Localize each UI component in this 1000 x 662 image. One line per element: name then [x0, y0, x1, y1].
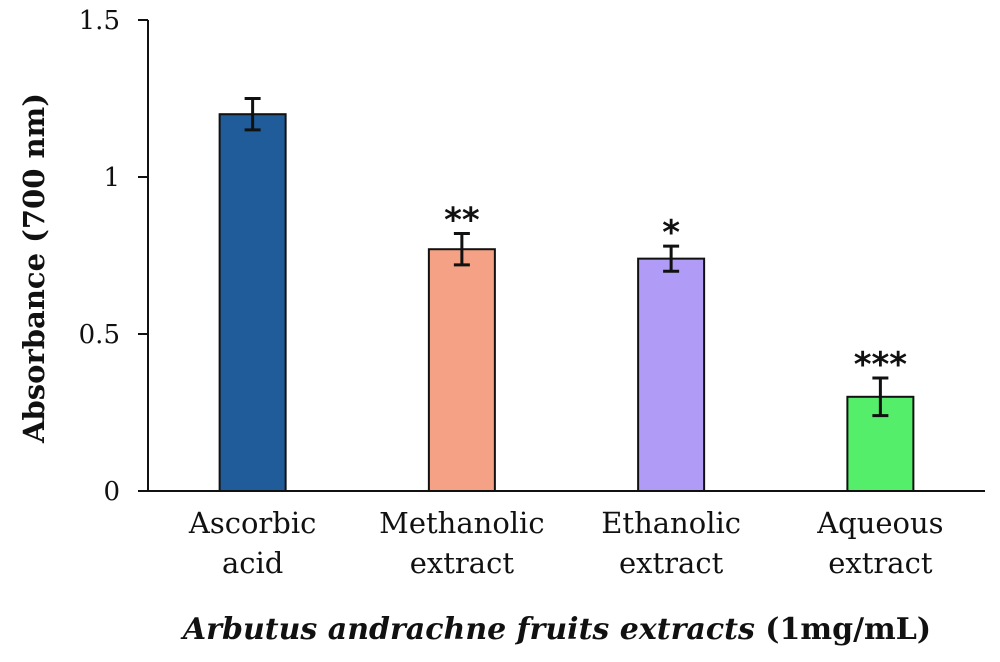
y-tick-label: 1 [103, 163, 120, 193]
bar [218, 113, 287, 492]
bars-group [218, 113, 915, 493]
error-bars-group [244, 97, 889, 418]
significance-marker: ** [444, 201, 480, 241]
x-category-label: extract [828, 546, 933, 580]
x-axis-label-italic: Arbutus andrachne fruits extracts [180, 612, 755, 647]
y-tick-label: 0.5 [79, 320, 120, 350]
y-axis-ticks: 0 0.5 1 1.5 [79, 6, 148, 507]
x-category-label: Ascorbic [188, 506, 316, 540]
x-axis-label: Arbutus andrachne fruits extracts (1mg/m… [180, 612, 931, 647]
y-tick-label: 1.5 [79, 6, 120, 36]
y-axis-label: Absorbance (700 nm) [17, 93, 51, 444]
x-axis-label-units: (1mg/mL) [755, 612, 931, 647]
x-category-label: Ethanolic [601, 506, 741, 540]
significance-marker: * [662, 213, 680, 253]
x-category-label: acid [222, 546, 283, 580]
significance-marker: *** [854, 345, 908, 385]
significance-markers-group: ** **** [444, 201, 907, 385]
x-axis-category-labels: Ascorbic acid Methanolic extract Ethanolic ex… [188, 506, 944, 580]
x-category-label: Methanolic [379, 506, 544, 540]
x-category-label: extract [410, 546, 515, 580]
y-tick-label: 0 [103, 477, 120, 507]
x-category-label: Aqueous [816, 506, 943, 540]
bar [427, 248, 496, 492]
x-category-label: extract [619, 546, 724, 580]
bar [637, 257, 706, 493]
